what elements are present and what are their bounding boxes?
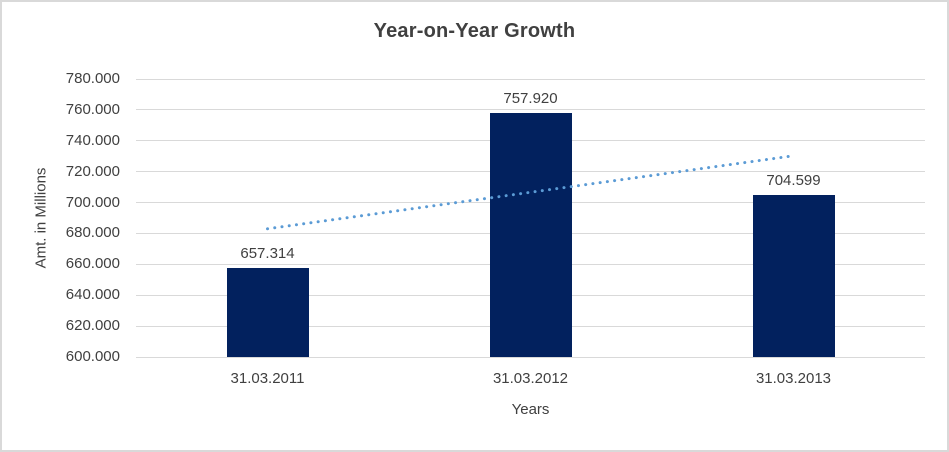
gridline — [136, 356, 925, 358]
gridline — [136, 109, 925, 111]
bar — [489, 113, 572, 357]
y-tick-label: 780.000 — [65, 70, 120, 87]
bar-value-label: 757.920 — [503, 90, 558, 108]
y-tick-label: 620.000 — [65, 317, 120, 335]
x-category-label: 31.03.2012 — [492, 370, 569, 387]
chart-title: Year-on-Year Growth — [373, 20, 576, 42]
plot-area: 657.314 757.920 704.599 — [136, 78, 925, 358]
y-tick-label: 720.000 — [65, 162, 120, 180]
y-tick-label: 740.000 — [65, 131, 120, 149]
y-tick-label: 660.000 — [65, 255, 120, 273]
y-tick-label: 680.000 — [65, 224, 120, 242]
y-tick-label: 600.000 — [65, 348, 120, 365]
y-tick-label: 640.000 — [65, 286, 120, 304]
y-tick-label: 700.000 — [65, 193, 120, 211]
y-axis-title: Amt. in Millions — [32, 167, 50, 269]
bar-value-label: 657.314 — [240, 245, 295, 263]
x-axis-title: Years — [511, 401, 550, 418]
bar — [752, 195, 835, 357]
bar — [226, 268, 309, 357]
x-category-label: 31.03.2011 — [230, 370, 305, 387]
y-tick-label: 760.000 — [65, 100, 120, 118]
gridline — [136, 78, 925, 80]
x-category-label: 31.03.2013 — [755, 370, 832, 387]
bar-value-label: 704.599 — [766, 172, 821, 190]
